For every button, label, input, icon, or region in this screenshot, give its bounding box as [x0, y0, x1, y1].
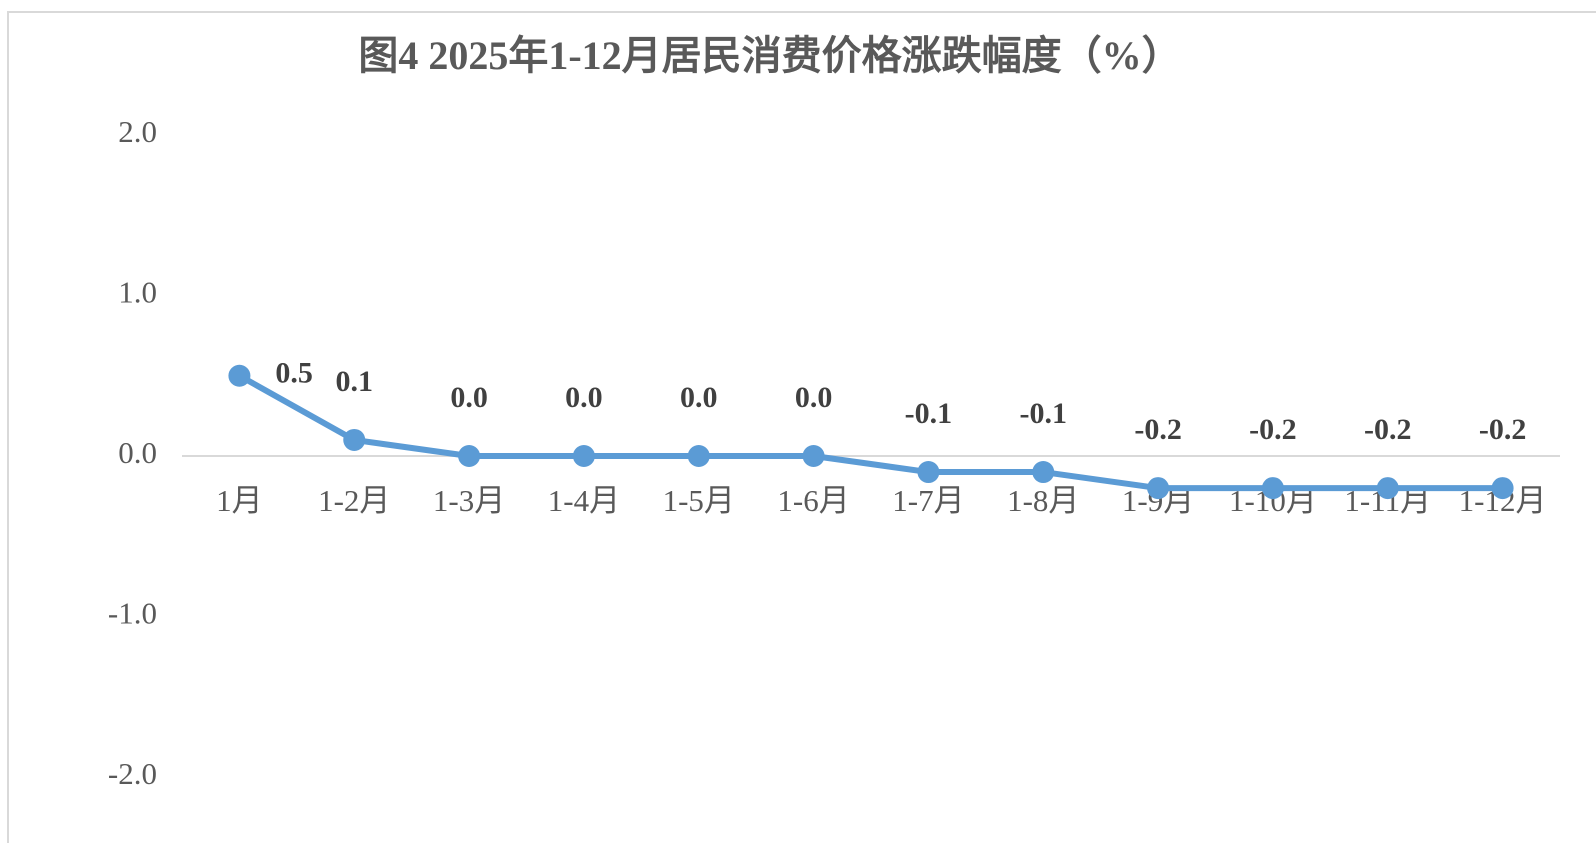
data-point	[458, 445, 481, 467]
data-point	[687, 445, 710, 467]
y-tick-label: -1.0	[108, 596, 157, 631]
x-tick-label: 1-8月	[1007, 483, 1079, 518]
data-point	[802, 445, 825, 467]
y-tick-label: 0.0	[118, 435, 157, 470]
x-tick-label: 1-6月	[777, 483, 849, 518]
y-tick-label: -2.0	[108, 756, 157, 791]
data-label: 0.0	[565, 381, 603, 414]
data-label: -0.2	[1249, 413, 1297, 446]
data-label: -0.2	[1364, 413, 1412, 446]
data-point	[1376, 477, 1399, 500]
data-label: 0.1	[336, 365, 374, 398]
data-label: 0.0	[450, 381, 488, 414]
data-point	[917, 461, 940, 484]
x-tick-label: 1-4月	[548, 483, 620, 518]
data-label: -0.2	[1479, 413, 1527, 446]
data-point	[1032, 461, 1055, 484]
x-tick-label: 1-5月	[663, 483, 735, 518]
data-point	[1261, 477, 1284, 500]
y-tick-label: 1.0	[118, 275, 157, 310]
data-label: -0.2	[1134, 413, 1182, 446]
x-tick-label: 1月	[216, 483, 263, 518]
data-point	[1147, 477, 1170, 500]
y-tick-label: 2.0	[118, 114, 157, 149]
data-point	[343, 428, 366, 451]
x-tick-label: 1-7月	[892, 483, 964, 518]
x-tick-label: 1-2月	[318, 483, 390, 518]
data-label: 0.0	[680, 381, 718, 414]
data-point	[1491, 477, 1514, 500]
data-label: 0.5	[275, 357, 313, 390]
chart-frame	[7, 11, 1596, 843]
data-line	[237, 373, 1503, 492]
data-label: -0.1	[905, 397, 953, 430]
chart-title: 图4 2025年1-12月居民消费价格涨跌幅度（%）	[358, 33, 1181, 78]
data-point	[572, 445, 595, 467]
data-label: -0.1	[1020, 397, 1068, 430]
data-point	[228, 364, 251, 387]
data-label: 0.0	[795, 381, 833, 414]
x-tick-label: 1-3月	[433, 483, 505, 518]
